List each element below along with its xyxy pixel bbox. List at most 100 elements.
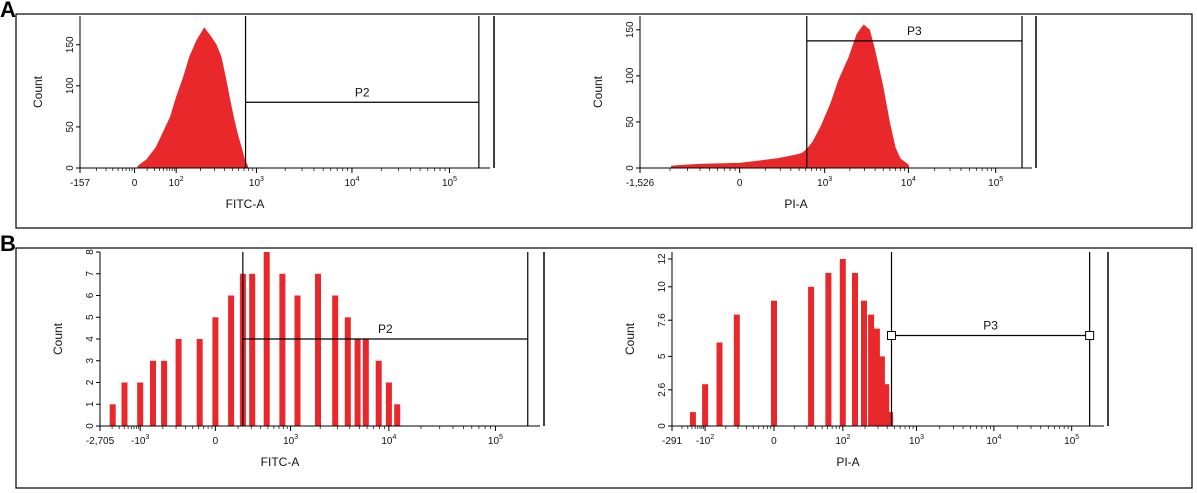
histogram-bar bbox=[689, 412, 696, 426]
y-tick-label: 0 bbox=[85, 423, 96, 429]
histogram-bar bbox=[868, 314, 875, 426]
y-tick-label: 150 bbox=[625, 21, 636, 38]
y-tick-label: 0 bbox=[65, 165, 76, 171]
histogram-bar bbox=[362, 339, 369, 426]
histogram-bar bbox=[315, 273, 321, 427]
y-tick-label: 100 bbox=[625, 67, 636, 84]
histogram-bar bbox=[887, 412, 894, 426]
histogram-bar bbox=[394, 404, 401, 427]
histogram-bar bbox=[716, 342, 723, 426]
histogram-bar bbox=[344, 317, 351, 427]
gate-label: P3 bbox=[907, 24, 922, 38]
panel-a-frame bbox=[15, 13, 1193, 229]
histogram-bar bbox=[161, 360, 168, 427]
y-tick-label: 3 bbox=[85, 358, 96, 364]
x-tick-label: -157 bbox=[70, 178, 90, 189]
histogram-bar bbox=[249, 273, 256, 427]
histogram-bar bbox=[825, 272, 832, 426]
y-tick-label: 0 bbox=[625, 165, 636, 171]
x-tick-label: 103 bbox=[817, 176, 832, 189]
panel-b-frame bbox=[15, 247, 1193, 489]
y-tick-label: 12 bbox=[657, 253, 668, 265]
histogram-bar bbox=[196, 339, 203, 426]
y-tick-label: 7.6 bbox=[657, 313, 668, 327]
x-tick-label: -102 bbox=[696, 434, 714, 447]
gate-label: P2 bbox=[378, 322, 393, 336]
x-tick-label: -103 bbox=[131, 434, 149, 447]
histogram-bar bbox=[137, 382, 144, 426]
x-tick-label: -1,526 bbox=[626, 178, 655, 189]
histogram-area bbox=[671, 24, 909, 169]
y-tick-label: 10 bbox=[657, 281, 668, 293]
y-tick-label: 50 bbox=[65, 121, 76, 133]
y-axis-label: Count bbox=[623, 322, 637, 355]
histogram-bar bbox=[294, 295, 301, 426]
y-tick-label: 100 bbox=[65, 77, 76, 94]
histogram-a-fitc: 0 50 100 150 -157 0 102 103 104 105 FITC-A Count P2 bbox=[31, 16, 495, 211]
y-tick-label: 4 bbox=[85, 336, 96, 342]
x-tick-label: 0 bbox=[213, 436, 219, 447]
y-tick-label: 0 bbox=[657, 423, 668, 429]
x-tick-label: 105 bbox=[988, 176, 1003, 189]
histogram-bar bbox=[150, 360, 156, 427]
x-tick-label: 103 bbox=[283, 434, 298, 447]
x-axis-label: PI-A bbox=[784, 197, 807, 211]
x-tick-label: 0 bbox=[132, 178, 138, 189]
x-tick-label: 104 bbox=[986, 434, 1001, 447]
histogram-bar bbox=[878, 356, 885, 426]
histogram-bar bbox=[771, 300, 777, 426]
histogram-bar bbox=[354, 339, 361, 426]
histogram-bar bbox=[332, 295, 339, 426]
gate-handle-right bbox=[1085, 331, 1095, 341]
x-axis-label: PI-A bbox=[836, 455, 859, 469]
histogram-bar bbox=[883, 384, 890, 426]
x-tick-label: 103 bbox=[249, 176, 264, 189]
panel-a-letter: A bbox=[0, 0, 16, 22]
y-tick-label: 150 bbox=[65, 36, 76, 53]
histogram-bar bbox=[109, 404, 116, 427]
histogram-bar bbox=[852, 272, 858, 426]
histogram-bar bbox=[375, 360, 382, 427]
y-tick-label: 2 bbox=[85, 379, 96, 385]
x-tick-label: 105 bbox=[442, 176, 457, 189]
y-tick-label: 2.6 bbox=[657, 382, 668, 396]
x-axis-label: FITC-A bbox=[226, 197, 265, 211]
histogram-bar bbox=[873, 328, 880, 426]
x-tick-label: 104 bbox=[381, 434, 396, 447]
histogram-bar bbox=[175, 339, 182, 426]
y-tick-label: 8 bbox=[85, 249, 96, 255]
y-axis-label: Count bbox=[591, 75, 605, 108]
y-axis-label: Count bbox=[31, 75, 45, 108]
histogram-bar bbox=[228, 295, 235, 426]
y-tick-label: 5 bbox=[85, 314, 96, 320]
x-tick-label: 105 bbox=[488, 434, 503, 447]
gate-label: P3 bbox=[983, 319, 998, 333]
x-tick-label: 0 bbox=[737, 178, 743, 189]
x-tick-label: 105 bbox=[1064, 434, 1079, 447]
y-tick-label: 6 bbox=[85, 292, 96, 298]
y-tick-label: 5 bbox=[657, 353, 668, 359]
histogram-bar bbox=[212, 317, 219, 427]
histogram-bar bbox=[121, 382, 128, 426]
x-tick-label: 102 bbox=[169, 176, 184, 189]
histogram-bar bbox=[861, 300, 867, 426]
y-tick-label: 50 bbox=[625, 116, 636, 128]
x-tick-label: 102 bbox=[835, 434, 850, 447]
x-axis-label: FITC-A bbox=[261, 455, 300, 469]
x-tick-label: 104 bbox=[344, 176, 359, 189]
x-tick-label: 103 bbox=[909, 434, 924, 447]
gate-label: P2 bbox=[355, 85, 370, 99]
histogram-a-pi: 0 50 100 150 -1,526 0 103 104 105 PI-A Count P3 bbox=[591, 16, 1037, 211]
x-tick-label: -2,705 bbox=[86, 436, 115, 447]
y-axis-label: Count bbox=[51, 322, 65, 355]
histogram-area bbox=[137, 27, 249, 169]
histogram-bar bbox=[839, 259, 846, 426]
gate-handle-left bbox=[887, 331, 897, 341]
histogram-bar bbox=[808, 286, 815, 426]
y-tick-label: 7 bbox=[85, 271, 96, 277]
histogram-bar bbox=[279, 273, 286, 427]
histogram-bar bbox=[702, 384, 709, 426]
histogram-b-pi: 0 2.6 5 7.6 10 12 -291 -102 0 102 103 104 105 PI-A Cou… bbox=[623, 252, 1109, 469]
x-tick-label: 0 bbox=[771, 436, 777, 447]
